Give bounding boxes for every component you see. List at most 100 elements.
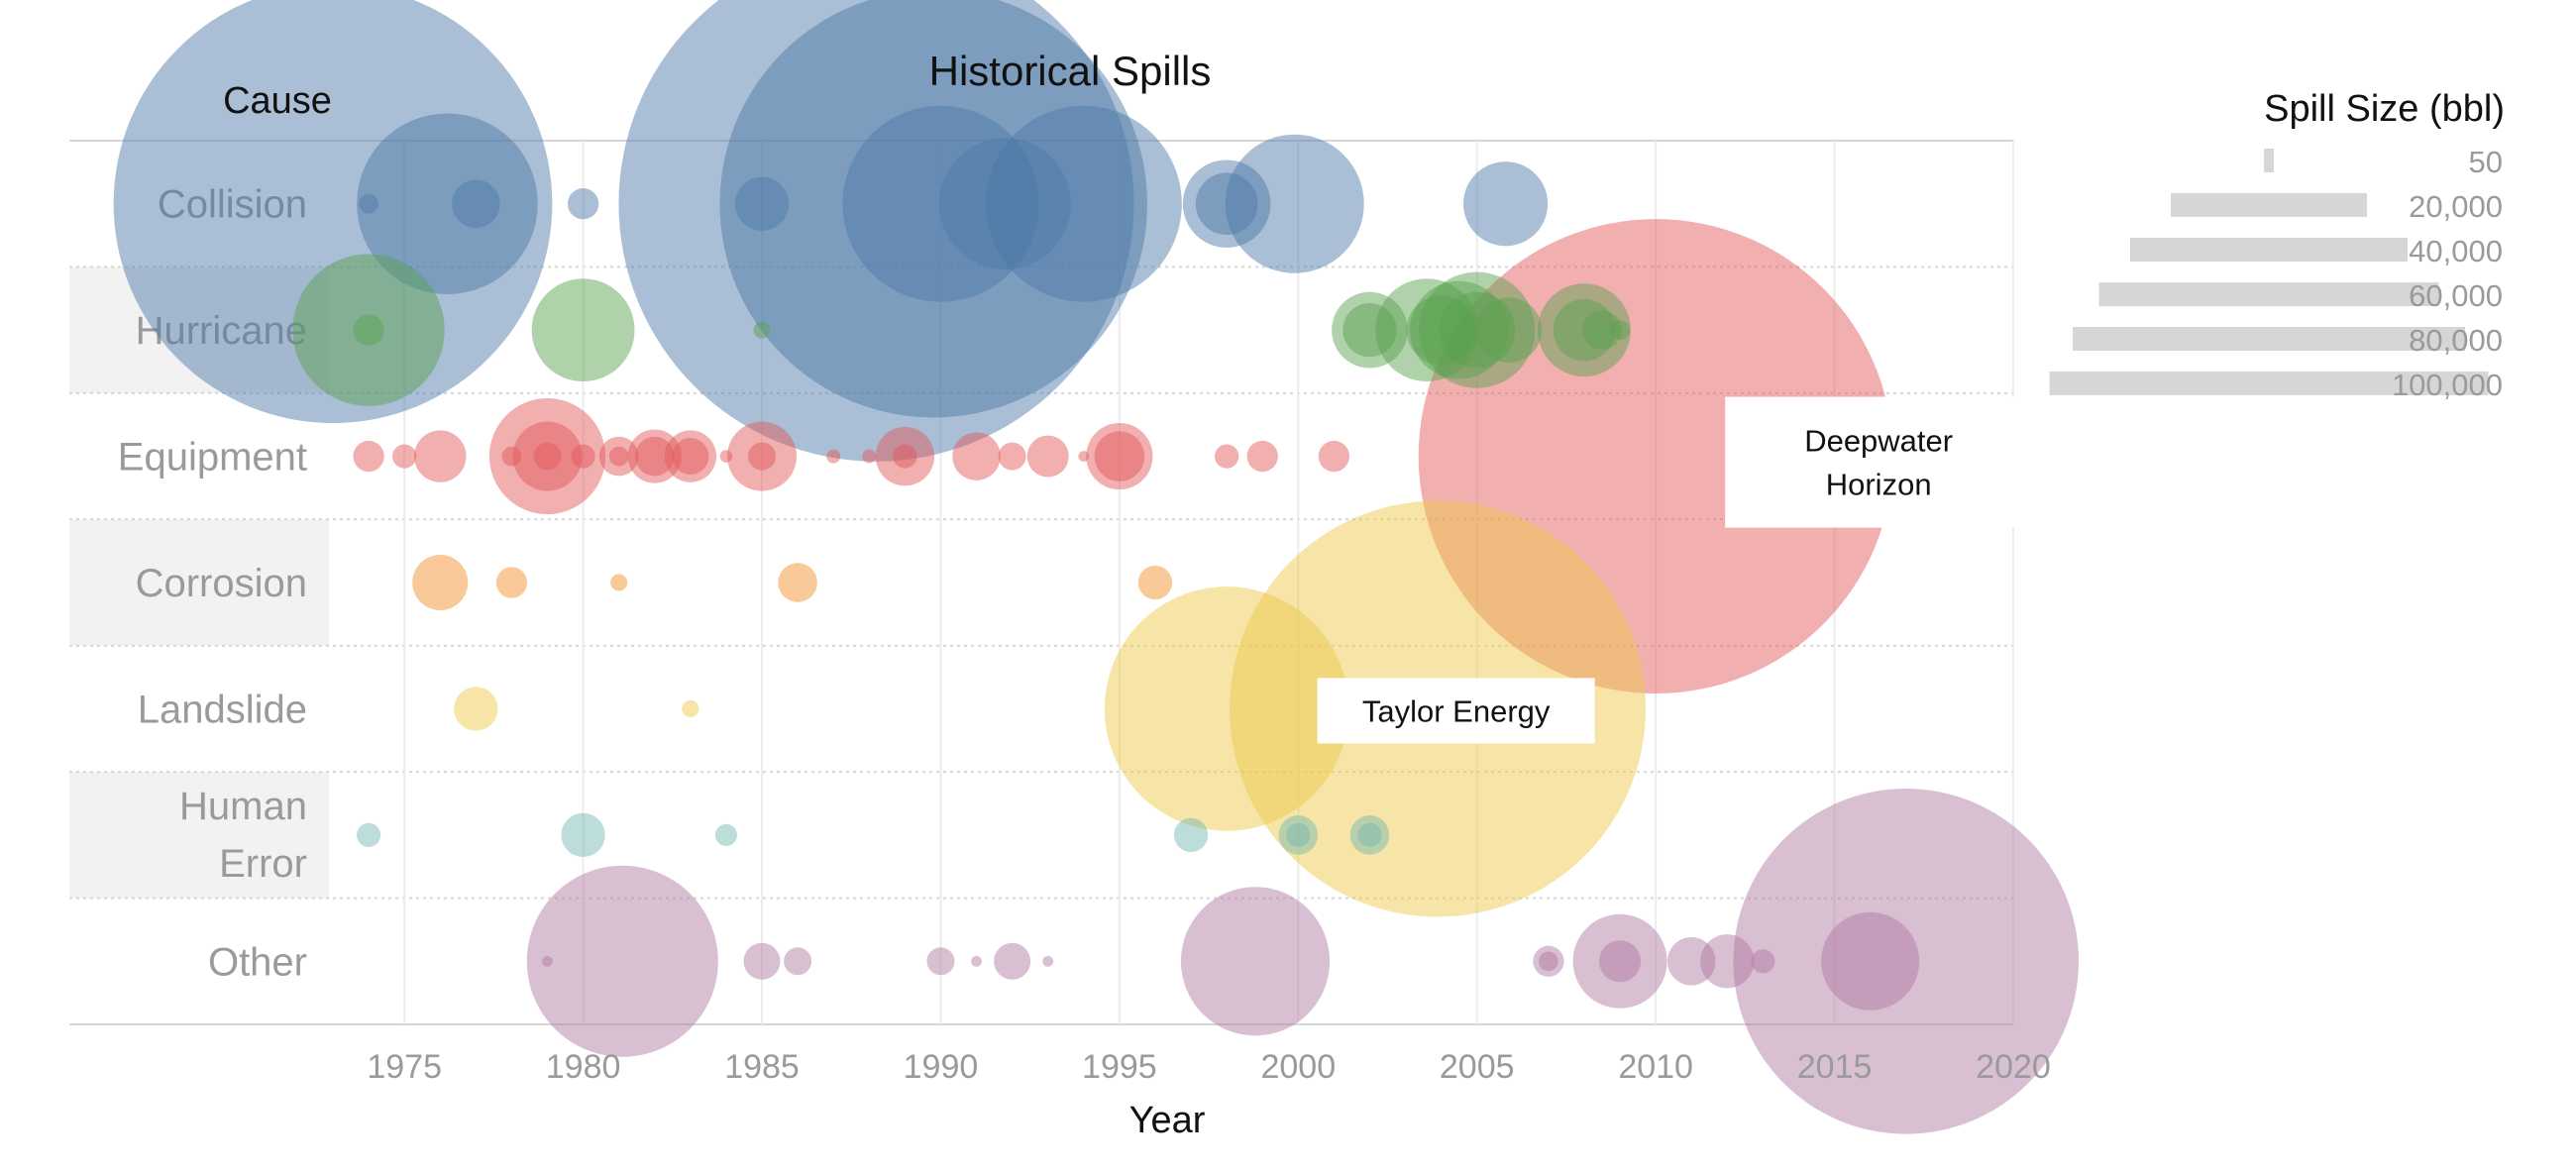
- bubble-collision[interactable]: [567, 188, 599, 220]
- bubble-hurricane[interactable]: [1419, 271, 1536, 388]
- bubble-corrosion[interactable]: [778, 563, 817, 602]
- bubble-collision[interactable]: [618, 0, 1134, 462]
- bubble-equipment[interactable]: [826, 449, 841, 464]
- bubble-hurricane[interactable]: [1538, 283, 1631, 377]
- bubble-equipment[interactable]: [1246, 440, 1278, 473]
- bubble-other[interactable]: [1733, 788, 2080, 1134]
- bubble-collision[interactable]: [1225, 134, 1364, 273]
- bubble-collision[interactable]: [452, 179, 500, 228]
- bubble-hurricane[interactable]: [1476, 297, 1543, 363]
- bubble-human-error[interactable]: [1349, 815, 1390, 855]
- bubble-collision[interactable]: [359, 193, 378, 214]
- bubble-hurricane[interactable]: [531, 278, 635, 382]
- bubble-equipment[interactable]: [664, 430, 717, 482]
- bubble-equipment[interactable]: [1418, 219, 1893, 694]
- bubble-corrosion[interactable]: [495, 567, 528, 598]
- y-header: Cause: [223, 80, 332, 122]
- bubble-collision[interactable]: [113, 0, 553, 424]
- bubble-other[interactable]: [1700, 934, 1755, 989]
- bubble-equipment[interactable]: [672, 438, 709, 476]
- bubble-human-error[interactable]: [1357, 822, 1382, 847]
- bubble-equipment[interactable]: [748, 442, 777, 471]
- bubble-hurricane[interactable]: [1582, 310, 1622, 350]
- bubble-other[interactable]: [1666, 937, 1716, 986]
- bubble-equipment[interactable]: [862, 449, 877, 464]
- bubble-other[interactable]: [542, 955, 553, 967]
- bubble-hurricane[interactable]: [1406, 295, 1476, 366]
- bubble-collision[interactable]: [938, 138, 1071, 270]
- bubble-equipment[interactable]: [392, 444, 417, 469]
- bubble-equipment[interactable]: [1094, 431, 1145, 481]
- bubble-equipment[interactable]: [893, 444, 917, 469]
- bubble-equipment[interactable]: [727, 421, 798, 491]
- bubble-hurricane[interactable]: [1375, 278, 1479, 382]
- size-legend-label: 80,000: [2409, 323, 2503, 358]
- bubble-other[interactable]: [1751, 949, 1775, 974]
- bubble-collision[interactable]: [1463, 161, 1549, 247]
- bubble-other[interactable]: [994, 942, 1031, 980]
- bubble-human-error[interactable]: [1286, 822, 1311, 847]
- bubble-corrosion[interactable]: [1137, 565, 1173, 600]
- bubble-equipment[interactable]: [634, 436, 675, 477]
- bubble-hurricane[interactable]: [292, 254, 445, 406]
- bubble-other[interactable]: [1042, 955, 1054, 967]
- bubble-equipment[interactable]: [1215, 444, 1239, 469]
- bubble-equipment[interactable]: [512, 421, 583, 491]
- bubble-other[interactable]: [784, 947, 812, 976]
- bubble-equipment[interactable]: [1086, 423, 1153, 490]
- bubble-other[interactable]: [743, 942, 781, 980]
- bubble-collision[interactable]: [985, 105, 1182, 302]
- bubble-hurricane[interactable]: [1610, 320, 1630, 341]
- bubble-hurricane[interactable]: [1342, 303, 1397, 358]
- bubble-other[interactable]: [971, 955, 982, 967]
- bubble-equipment[interactable]: [998, 442, 1026, 471]
- bubble-landslide[interactable]: [1104, 586, 1349, 831]
- bubble-hurricane[interactable]: [1439, 291, 1516, 369]
- bubble-other[interactable]: [1572, 913, 1667, 1009]
- bubble-equipment[interactable]: [414, 430, 467, 482]
- bubble-other[interactable]: [1533, 945, 1564, 977]
- bubble-landslide[interactable]: [454, 687, 498, 731]
- bubble-other[interactable]: [526, 865, 718, 1057]
- bubble-other[interactable]: [926, 947, 955, 976]
- bubble-equipment[interactable]: [952, 432, 1001, 480]
- bubble-equipment[interactable]: [533, 442, 562, 471]
- bubble-collision[interactable]: [734, 176, 790, 231]
- bubble-equipment[interactable]: [719, 450, 733, 463]
- bubble-collision[interactable]: [842, 105, 1039, 302]
- bubble-equipment[interactable]: [488, 398, 606, 515]
- bubble-human-error[interactable]: [1278, 815, 1319, 855]
- bubble-collision[interactable]: [357, 113, 538, 294]
- bubble-equipment[interactable]: [1078, 451, 1090, 462]
- bubble-hurricane[interactable]: [1410, 280, 1509, 379]
- bubble-human-error[interactable]: [1173, 817, 1209, 853]
- bubble-collision[interactable]: [1195, 172, 1258, 236]
- bubble-human-error[interactable]: [356, 822, 381, 847]
- bubble-other[interactable]: [1599, 940, 1642, 983]
- bubble-equipment[interactable]: [1026, 435, 1069, 478]
- bubble-landslide[interactable]: [682, 699, 699, 718]
- bubble-equipment[interactable]: [571, 444, 595, 469]
- bubble-equipment[interactable]: [875, 426, 935, 486]
- bubble-equipment[interactable]: [353, 440, 384, 473]
- bubble-hurricane[interactable]: [1332, 291, 1408, 369]
- bubble-human-error[interactable]: [561, 812, 605, 857]
- bubble-equipment[interactable]: [501, 446, 522, 467]
- size-legend-label: 40,000: [2409, 234, 2503, 268]
- bubble-equipment[interactable]: [627, 429, 682, 483]
- bubble-equipment[interactable]: [1318, 440, 1350, 473]
- bubble-hurricane[interactable]: [753, 321, 771, 339]
- x-tick-label: 1975: [367, 1048, 442, 1086]
- bubble-corrosion[interactable]: [610, 574, 628, 591]
- bubble-other[interactable]: [1538, 951, 1558, 972]
- bubble-hurricane[interactable]: [353, 314, 384, 346]
- bubble-human-error[interactable]: [714, 823, 738, 846]
- bubble-hurricane[interactable]: [1553, 298, 1616, 362]
- bubble-corrosion[interactable]: [412, 555, 469, 610]
- bubble-equipment[interactable]: [598, 436, 639, 477]
- bubble-other[interactable]: [1821, 911, 1920, 1011]
- bubble-equipment[interactable]: [608, 446, 629, 467]
- bubble-collision[interactable]: [1182, 160, 1271, 248]
- bubble-other[interactable]: [1180, 887, 1331, 1036]
- bubble-collision[interactable]: [719, 0, 1147, 418]
